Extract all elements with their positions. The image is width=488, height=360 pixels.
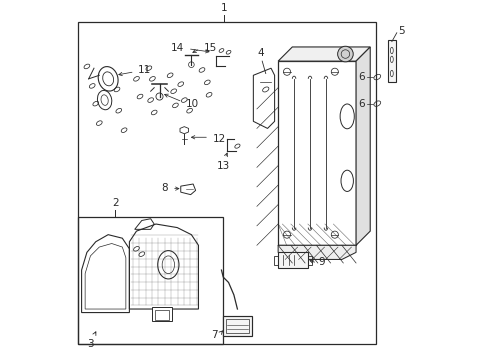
Bar <box>278 61 355 245</box>
Text: 7: 7 <box>211 329 218 339</box>
Polygon shape <box>278 245 355 260</box>
Bar <box>278 252 307 268</box>
Bar <box>152 307 172 321</box>
Text: 3: 3 <box>87 339 94 349</box>
Text: 12: 12 <box>212 134 225 144</box>
Ellipse shape <box>389 56 392 63</box>
Text: 6: 6 <box>358 99 364 109</box>
Bar <box>78 22 375 345</box>
Circle shape <box>337 46 352 62</box>
Text: 14: 14 <box>171 43 184 53</box>
Bar <box>387 40 395 82</box>
Text: 4: 4 <box>257 48 263 58</box>
Polygon shape <box>355 47 369 245</box>
Text: 10: 10 <box>186 99 199 109</box>
Text: 6: 6 <box>358 72 364 82</box>
Ellipse shape <box>389 70 392 77</box>
Text: 15: 15 <box>203 43 217 53</box>
Bar <box>155 310 169 320</box>
Bar <box>225 319 248 333</box>
Text: 1: 1 <box>220 3 226 13</box>
Bar <box>307 256 312 265</box>
Text: 11: 11 <box>138 65 151 75</box>
Bar <box>273 256 278 265</box>
Polygon shape <box>278 47 369 61</box>
Bar <box>78 217 223 345</box>
Text: 13: 13 <box>216 161 229 171</box>
Text: 9: 9 <box>318 257 325 267</box>
Bar <box>223 316 251 336</box>
Ellipse shape <box>389 47 392 54</box>
Text: 5: 5 <box>398 26 405 36</box>
Text: 2: 2 <box>112 198 118 208</box>
Text: 8: 8 <box>162 183 168 193</box>
